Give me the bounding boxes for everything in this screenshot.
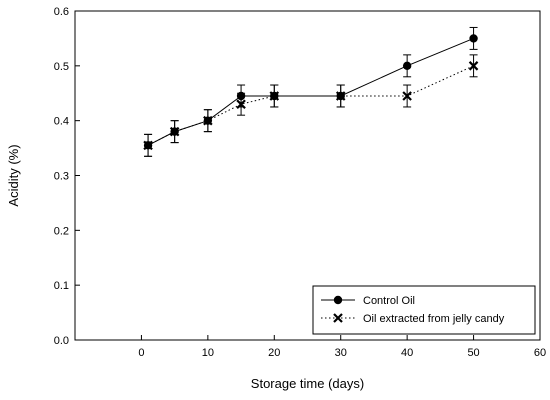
legend: Control Oil Oil extracted from jelly cand… — [312, 285, 536, 335]
y-tick-label: 0.6 — [54, 6, 69, 18]
legend-box — [312, 285, 536, 335]
series-line — [147, 65, 474, 146]
legend-item: Oil extracted from jelly candy — [321, 313, 505, 325]
marker-stroke — [468, 61, 479, 71]
series-1 — [143, 26, 478, 157]
marker-stroke — [333, 313, 343, 323]
x-tick-label: 60 — [534, 347, 546, 359]
data-point — [169, 126, 180, 137]
series-2 — [143, 54, 479, 157]
data-point — [203, 115, 213, 126]
marker-stroke — [203, 115, 213, 126]
legend-item: Control Oil — [321, 295, 415, 307]
y-axis: 0.0 0.1 0.2 0.3 0.4 0.5 0.6 — [54, 6, 80, 347]
data-point — [269, 91, 280, 101]
data-point — [469, 34, 478, 43]
x-tick-label: 30 — [335, 347, 347, 359]
marker-stroke — [402, 91, 412, 101]
data-point — [236, 99, 246, 109]
data-point — [402, 91, 412, 101]
data-point — [335, 91, 346, 101]
legend-marker — [333, 313, 343, 323]
legend-label: Control Oil — [363, 295, 415, 307]
legend-label: Oil extracted from jelly candy — [363, 313, 505, 325]
data-point — [143, 140, 153, 151]
x-axis-label: Storage time (days) — [251, 376, 364, 391]
y-tick-label: 0.0 — [54, 335, 69, 347]
marker-stroke — [236, 99, 246, 109]
x-axis: 0 10 20 30 40 50 60 — [138, 335, 546, 359]
marker-stroke — [335, 91, 346, 101]
series-layer — [143, 26, 479, 157]
marker-stroke — [169, 126, 180, 137]
legend-marker — [333, 295, 343, 305]
x-tick-label: 40 — [401, 347, 413, 359]
marker-stroke — [269, 91, 280, 101]
y-tick-label: 0.4 — [54, 116, 69, 128]
y-axis-label: Acidity (%) — [6, 144, 21, 206]
y-tick-label: 0.1 — [54, 280, 69, 292]
x-tick-label: 20 — [268, 347, 280, 359]
data-point — [468, 61, 479, 71]
y-tick-label: 0.5 — [54, 61, 69, 73]
x-tick-label: 0 — [138, 347, 144, 359]
y-tick-label: 0.2 — [54, 225, 69, 237]
marker-stroke — [143, 140, 153, 151]
data-point — [402, 61, 412, 71]
x-tick-label: 10 — [202, 347, 214, 359]
series-line — [147, 37, 474, 146]
y-tick-label: 0.3 — [54, 171, 69, 183]
x-tick-label: 50 — [467, 347, 479, 359]
